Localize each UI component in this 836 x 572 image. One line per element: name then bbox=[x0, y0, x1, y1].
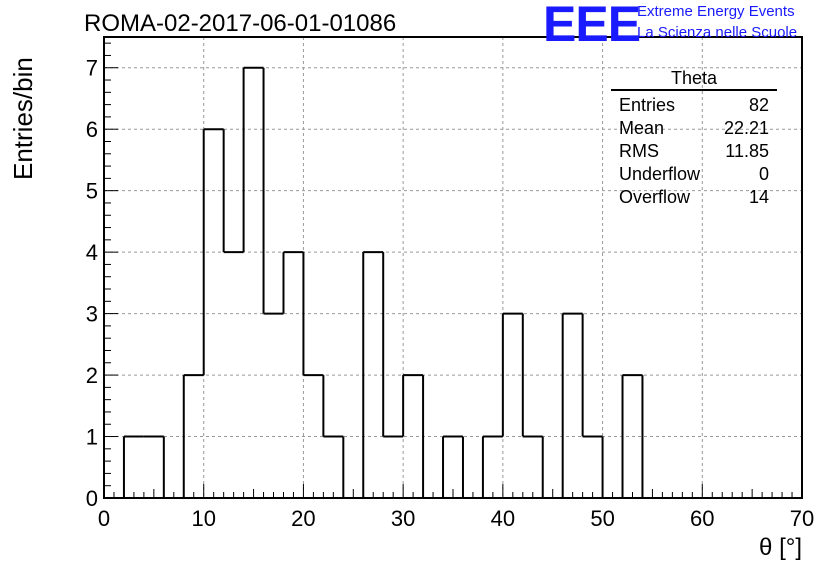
x-tick-label: 20 bbox=[291, 506, 315, 531]
x-tick-label: 30 bbox=[391, 506, 415, 531]
stats-title: Theta bbox=[611, 68, 777, 91]
logo-line-2: La Scienza nelle Scuole bbox=[637, 24, 798, 41]
stats-row: Entries 82 bbox=[611, 94, 777, 117]
x-tick-label: 0 bbox=[98, 506, 110, 531]
y-axis-label: Entries/bin bbox=[8, 57, 38, 180]
x-tick-label: 10 bbox=[191, 506, 215, 531]
y-tick-label: 0 bbox=[86, 486, 98, 511]
histogram-bars bbox=[122, 66, 644, 498]
y-tick-label: 1 bbox=[86, 425, 98, 450]
y-tick-label: 3 bbox=[86, 302, 98, 327]
y-tick-label: 6 bbox=[86, 117, 98, 142]
x-axis-label: θ [°] bbox=[759, 534, 802, 561]
stats-box: Theta Entries 82 Mean 22.21 RMS 11.85 Under… bbox=[611, 68, 777, 209]
stats-row: Overflow 14 bbox=[611, 186, 777, 209]
y-axis-ticks: 0 1 2 3 4 5 6 7 bbox=[86, 42, 118, 511]
y-tick-label: 5 bbox=[86, 179, 98, 204]
chart-title: ROMA-02-2017-06-01-01086 bbox=[84, 10, 397, 37]
stats-label: RMS bbox=[619, 141, 659, 161]
stats-value: 14 bbox=[748, 187, 769, 207]
stats-row: Mean 22.21 bbox=[611, 117, 777, 140]
y-tick-label: 4 bbox=[86, 240, 98, 265]
x-axis-ticks: 0 10 20 30 40 50 60 70 bbox=[98, 484, 814, 531]
x-tick-label: 60 bbox=[690, 506, 714, 531]
stats-label: Underflow bbox=[619, 164, 701, 184]
stats-label: Entries bbox=[619, 95, 676, 115]
stats-row: Underflow 0 bbox=[611, 163, 777, 186]
stats-value: 11.85 bbox=[725, 141, 769, 161]
stats-label: Overflow bbox=[619, 187, 691, 207]
x-tick-label: 70 bbox=[790, 506, 814, 531]
x-tick-label: 50 bbox=[590, 506, 614, 531]
stats-row: RMS 11.85 bbox=[611, 140, 777, 163]
eee-logo: EEE bbox=[543, 0, 641, 52]
x-tick-label: 40 bbox=[491, 506, 515, 531]
stats-value: 82 bbox=[748, 95, 769, 115]
y-tick-label: 7 bbox=[86, 56, 98, 81]
stats-value: 22.21 bbox=[723, 118, 769, 138]
logo-line-1: Extreme Energy Events bbox=[637, 3, 795, 20]
stats-label: Mean bbox=[619, 118, 665, 138]
stats-value: 0 bbox=[758, 164, 769, 184]
y-tick-label: 2 bbox=[86, 363, 98, 388]
